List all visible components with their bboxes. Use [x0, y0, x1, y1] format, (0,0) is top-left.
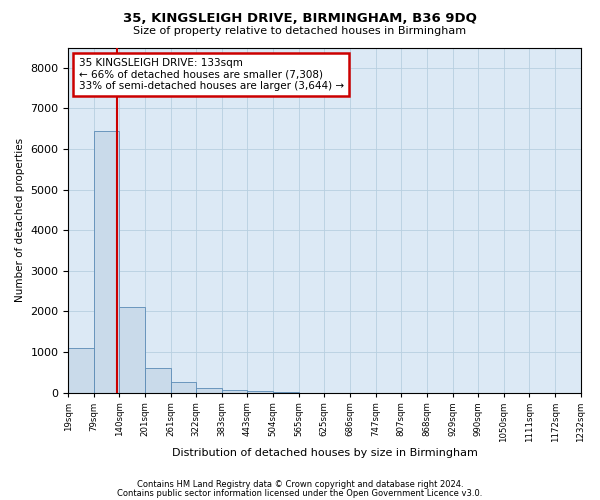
- Text: Size of property relative to detached houses in Birmingham: Size of property relative to detached ho…: [133, 26, 467, 36]
- Text: Contains public sector information licensed under the Open Government Licence v3: Contains public sector information licen…: [118, 489, 482, 498]
- Bar: [94, 130, 119, 392]
- Bar: [170, 382, 196, 392]
- Bar: [196, 388, 222, 392]
- Y-axis label: Number of detached properties: Number of detached properties: [15, 138, 25, 302]
- Text: 35 KINGSLEIGH DRIVE: 133sqm
← 66% of detached houses are smaller (7,308)
33% of : 35 KINGSLEIGH DRIVE: 133sqm ← 66% of det…: [79, 58, 344, 91]
- Bar: [222, 390, 247, 392]
- Text: Contains HM Land Registry data © Crown copyright and database right 2024.: Contains HM Land Registry data © Crown c…: [137, 480, 463, 489]
- Text: 35, KINGSLEIGH DRIVE, BIRMINGHAM, B36 9DQ: 35, KINGSLEIGH DRIVE, BIRMINGHAM, B36 9D…: [123, 12, 477, 26]
- Bar: [119, 308, 145, 392]
- Bar: [68, 348, 94, 393]
- X-axis label: Distribution of detached houses by size in Birmingham: Distribution of detached houses by size …: [172, 448, 478, 458]
- Bar: [145, 368, 170, 392]
